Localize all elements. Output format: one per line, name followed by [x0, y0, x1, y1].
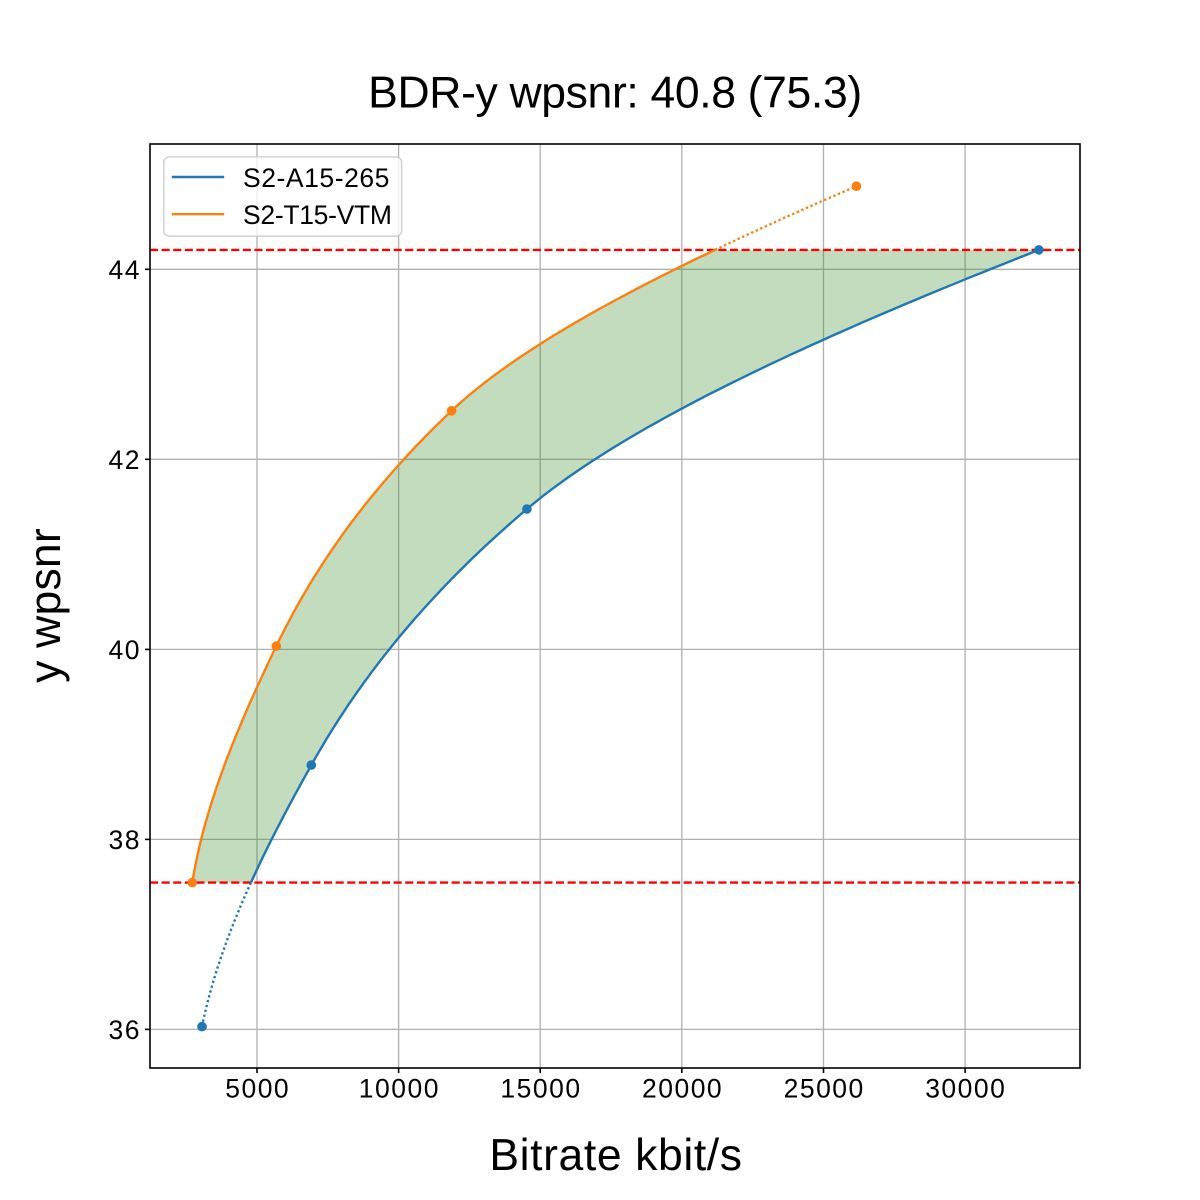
- svg-text:25000: 25000: [784, 1074, 865, 1104]
- svg-text:y wpsnr: y wpsnr: [21, 528, 70, 683]
- svg-text:44: 44: [109, 255, 141, 285]
- svg-text:S2-T15-VTM: S2-T15-VTM: [243, 200, 392, 230]
- svg-text:42: 42: [109, 445, 141, 475]
- svg-text:10000: 10000: [359, 1074, 440, 1104]
- svg-text:5000: 5000: [225, 1074, 290, 1104]
- svg-text:S2-A15-265: S2-A15-265: [243, 163, 390, 193]
- svg-text:38: 38: [109, 825, 141, 855]
- svg-text:Bitrate kbit/s: Bitrate kbit/s: [489, 1131, 742, 1180]
- svg-text:15000: 15000: [500, 1074, 581, 1104]
- svg-text:20000: 20000: [642, 1074, 723, 1104]
- svg-text:36: 36: [109, 1015, 141, 1045]
- svg-text:30000: 30000: [925, 1074, 1006, 1104]
- svg-text:BDR-y wpsnr: 40.8 (75.3): BDR-y wpsnr: 40.8 (75.3): [368, 69, 862, 118]
- svg-text:40: 40: [109, 635, 141, 665]
